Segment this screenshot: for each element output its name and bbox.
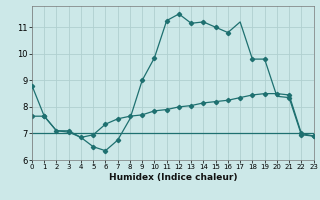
X-axis label: Humidex (Indice chaleur): Humidex (Indice chaleur) bbox=[108, 173, 237, 182]
